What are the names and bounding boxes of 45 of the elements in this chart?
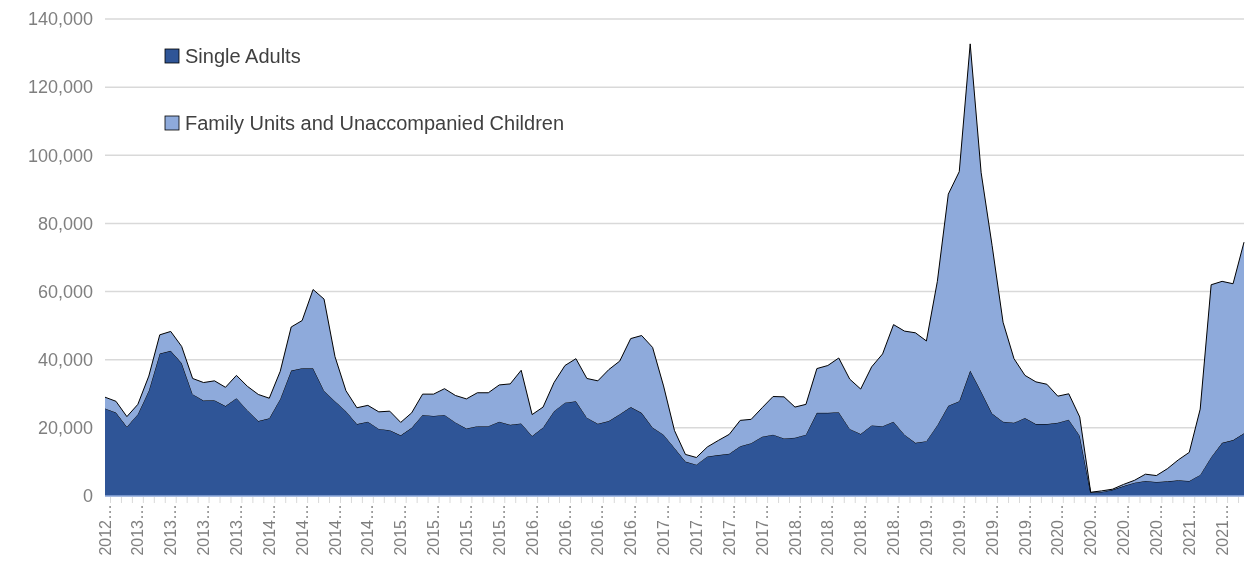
x-tick-label: 2020… (1147, 504, 1165, 556)
y-tick-label: 120,000 (27, 77, 93, 98)
x-tick-label: 2019… (950, 504, 968, 556)
x-tick-label: 2012… (96, 504, 114, 556)
x-tick-label: 2019… (983, 504, 1001, 556)
x-tick-label: 2013… (162, 504, 180, 556)
x-tick-label: 2018… (819, 504, 837, 556)
x-tick-label: 2014… (359, 504, 377, 556)
y-tick-label: 80,000 (37, 213, 93, 234)
y-tick-label: 0 (82, 486, 93, 507)
x-tick-label: 2020… (1082, 504, 1100, 556)
x-tick-label: 2017… (720, 504, 738, 556)
x-tick-label: 2013… (228, 504, 246, 556)
y-tick-label: 40,000 (37, 350, 93, 371)
x-tick-label: 2015… (490, 504, 508, 556)
x-tick-label: 2018… (885, 504, 903, 556)
x-tick-label: 2018… (852, 504, 870, 556)
x-tick-label: 2015… (425, 504, 443, 556)
y-tick-label: 140,000 (27, 9, 93, 30)
y-tick-label: 100,000 (27, 145, 93, 166)
legend-label: Single Adults (185, 45, 301, 67)
x-tick-label: 2019… (917, 504, 935, 556)
x-tick-label: 2021… (1213, 504, 1231, 556)
x-tick-label: 2013… (129, 504, 147, 556)
x-tick-label: 2019… (1016, 504, 1034, 556)
x-tick-label: 2021… (1180, 504, 1198, 556)
x-tick-label: 2016… (523, 504, 541, 556)
y-tick-label: 60,000 (37, 281, 93, 302)
x-tick-label: 2014… (326, 504, 344, 556)
x-tick-label: 2017… (753, 504, 771, 556)
x-tick-label: 2016… (622, 504, 640, 556)
x-tick-label: 2015… (458, 504, 476, 556)
x-tick-label: 2015… (392, 504, 410, 556)
x-tick-label: 2013… (195, 504, 213, 556)
x-tick-label: 2014… (293, 504, 311, 556)
x-tick-label: 2017… (655, 504, 673, 556)
x-tick-label: 2017… (688, 504, 705, 556)
x-tick-label: 2020… (1049, 504, 1067, 556)
x-tick-label: 2016… (589, 504, 607, 556)
x-tick-label: 2014… (260, 504, 278, 556)
x-tick-label: 2020… (1115, 504, 1133, 556)
y-tick-label: 20,000 (37, 418, 93, 439)
x-tick-label: 2016… (556, 504, 574, 556)
x-tick-label: 2018… (786, 504, 804, 556)
legend-label: Family Units and Unaccompanied Children (185, 112, 565, 134)
